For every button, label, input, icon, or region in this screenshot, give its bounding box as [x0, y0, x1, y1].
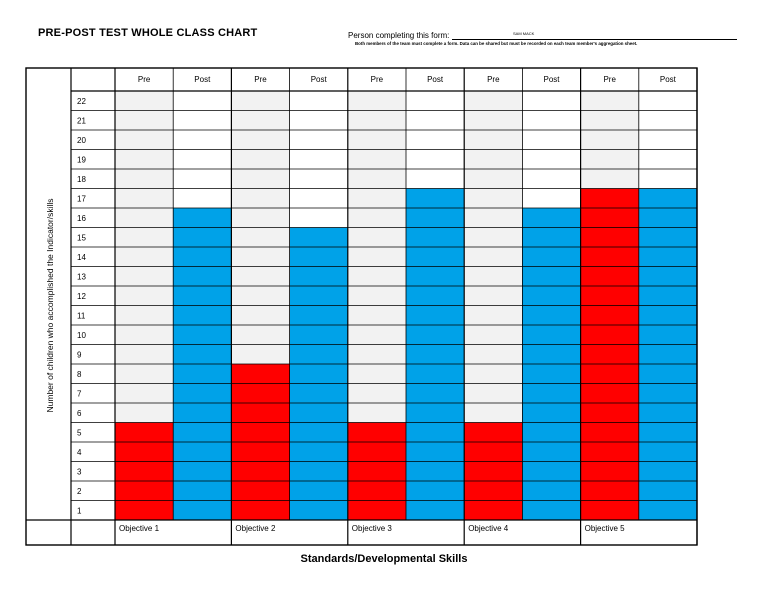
x-category-label: Objective 5 [585, 524, 626, 533]
y-tick-label: 12 [77, 292, 86, 301]
bar-post-3 [406, 188, 465, 520]
y-tick-label: 4 [77, 448, 82, 457]
instruction-note: Both members of the team must complete a… [355, 41, 638, 46]
column-header-pre: Pre [487, 75, 500, 84]
y-tick-label: 9 [77, 350, 82, 359]
y-tick-label: 19 [77, 155, 86, 164]
column-header-post: Post [543, 75, 560, 84]
person-label: Person completing this form: [348, 31, 450, 40]
x-axis-title: Standards/Developmental Skills [300, 553, 468, 565]
y-tick-label: 7 [77, 389, 82, 398]
column-header-post: Post [660, 75, 677, 84]
y-tick-label: 15 [77, 233, 86, 242]
column-header-post: Post [427, 75, 444, 84]
y-tick-label: 22 [77, 97, 86, 106]
y-tick-label: 1 [77, 506, 82, 515]
empty-cells-4 [580, 91, 639, 189]
y-tick-label: 17 [77, 194, 86, 203]
bar-pre-5 [580, 188, 639, 520]
bar-post-5 [638, 188, 697, 520]
y-tick-label: 10 [77, 331, 86, 340]
x-category-label: Objective 4 [468, 524, 509, 533]
bar-pre-3 [347, 422, 406, 520]
x-category-label: Objective 3 [352, 524, 393, 533]
table-frame [25, 67, 698, 546]
y-tick-label: 3 [77, 467, 82, 476]
bar-pre-1 [115, 422, 174, 520]
chart-title: PRE-POST TEST WHOLE CLASS CHART [38, 27, 258, 39]
y-axis-title: Number of children who accomplished the … [45, 198, 55, 412]
y-tick-label: 21 [77, 116, 86, 125]
y-tick-label: 6 [77, 409, 82, 418]
y-tick-label: 5 [77, 428, 82, 437]
column-header-post: Post [194, 75, 211, 84]
column-header-pre: Pre [603, 75, 616, 84]
y-tick-label: 14 [77, 253, 86, 262]
empty-cells-2 [347, 91, 406, 423]
y-tick-label: 18 [77, 175, 86, 184]
bar-pre-4 [464, 422, 523, 520]
x-category-label: Objective 1 [119, 524, 160, 533]
person-name: SAM MACK [513, 31, 535, 36]
y-tick-label: 13 [77, 272, 86, 281]
column-header-post: Post [311, 75, 328, 84]
x-category-label: Objective 2 [235, 524, 276, 533]
y-tick-label: 20 [77, 136, 86, 145]
empty-cells-0 [115, 91, 174, 423]
column-header-pre: Pre [371, 75, 384, 84]
y-tick-label: 2 [77, 487, 82, 496]
person-signature-line [452, 39, 737, 40]
y-tick-label: 8 [77, 370, 82, 379]
empty-cells-3 [464, 91, 523, 423]
y-tick-label: 11 [77, 311, 86, 320]
y-tick-label: 16 [77, 214, 86, 223]
column-header-pre: Pre [138, 75, 151, 84]
column-header-pre: Pre [254, 75, 267, 84]
bar-post-2 [289, 227, 348, 520]
